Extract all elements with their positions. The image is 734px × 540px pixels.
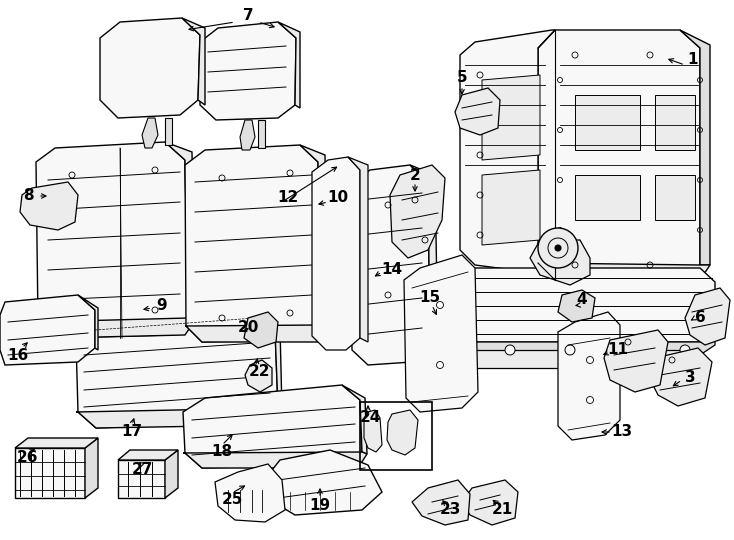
Polygon shape — [350, 165, 430, 365]
Polygon shape — [655, 95, 695, 150]
Text: 12: 12 — [277, 191, 299, 206]
Polygon shape — [530, 240, 590, 285]
Polygon shape — [558, 312, 620, 440]
Text: 27: 27 — [131, 462, 153, 477]
Polygon shape — [348, 157, 368, 342]
Polygon shape — [558, 290, 595, 322]
Polygon shape — [604, 330, 668, 392]
Polygon shape — [462, 480, 518, 525]
Text: 25: 25 — [222, 492, 243, 508]
Polygon shape — [680, 30, 710, 265]
Polygon shape — [142, 118, 158, 148]
Text: 16: 16 — [7, 348, 29, 362]
Polygon shape — [450, 350, 700, 368]
Circle shape — [505, 345, 515, 355]
Text: 23: 23 — [440, 503, 461, 517]
Polygon shape — [165, 450, 178, 498]
Text: 21: 21 — [491, 503, 512, 517]
Polygon shape — [100, 18, 200, 118]
Text: 10: 10 — [327, 191, 349, 206]
Text: 9: 9 — [156, 298, 167, 313]
Text: 20: 20 — [237, 321, 258, 335]
Text: 3: 3 — [685, 370, 695, 386]
Text: 11: 11 — [608, 342, 628, 357]
Polygon shape — [300, 145, 328, 328]
Polygon shape — [215, 464, 285, 522]
Polygon shape — [183, 452, 367, 468]
Polygon shape — [20, 182, 78, 230]
Polygon shape — [85, 438, 98, 498]
Polygon shape — [404, 255, 478, 412]
Text: 13: 13 — [611, 424, 633, 440]
Text: 17: 17 — [121, 424, 142, 440]
Text: 26: 26 — [18, 450, 39, 465]
Polygon shape — [538, 30, 700, 280]
Polygon shape — [200, 22, 296, 120]
Polygon shape — [410, 165, 438, 352]
Polygon shape — [685, 288, 730, 345]
Polygon shape — [255, 315, 282, 410]
Polygon shape — [36, 142, 188, 338]
Text: 15: 15 — [419, 291, 440, 306]
Polygon shape — [278, 22, 300, 108]
Polygon shape — [482, 75, 540, 160]
Polygon shape — [455, 88, 500, 135]
Circle shape — [555, 245, 561, 251]
Polygon shape — [118, 450, 178, 460]
Polygon shape — [575, 95, 640, 150]
Polygon shape — [440, 268, 715, 342]
Text: 2: 2 — [410, 167, 421, 183]
Text: 19: 19 — [310, 497, 330, 512]
Polygon shape — [245, 360, 272, 392]
Polygon shape — [312, 157, 360, 350]
Polygon shape — [240, 120, 255, 150]
Text: 4: 4 — [577, 293, 587, 307]
Polygon shape — [460, 30, 555, 275]
Polygon shape — [655, 175, 695, 220]
Polygon shape — [342, 385, 367, 454]
Polygon shape — [183, 385, 362, 468]
Text: 22: 22 — [250, 364, 271, 380]
Polygon shape — [387, 410, 418, 455]
Text: 14: 14 — [382, 262, 402, 278]
Polygon shape — [412, 480, 470, 525]
Text: 8: 8 — [23, 187, 33, 202]
Polygon shape — [165, 142, 195, 320]
Text: 6: 6 — [694, 310, 705, 326]
Polygon shape — [268, 450, 382, 515]
Text: 18: 18 — [211, 444, 233, 460]
Polygon shape — [15, 448, 85, 498]
Polygon shape — [15, 438, 98, 448]
Text: 1: 1 — [688, 52, 698, 68]
Polygon shape — [185, 145, 320, 342]
Text: 5: 5 — [457, 71, 468, 85]
Polygon shape — [440, 330, 715, 355]
Polygon shape — [165, 118, 172, 145]
Polygon shape — [482, 170, 540, 245]
Polygon shape — [182, 18, 205, 105]
Polygon shape — [185, 325, 328, 342]
Polygon shape — [390, 165, 445, 258]
Circle shape — [625, 345, 635, 355]
Polygon shape — [36, 318, 195, 338]
Polygon shape — [258, 120, 265, 148]
Polygon shape — [575, 175, 640, 220]
Polygon shape — [76, 408, 282, 428]
Polygon shape — [538, 263, 710, 280]
Text: 24: 24 — [360, 410, 381, 426]
Polygon shape — [0, 295, 95, 365]
Polygon shape — [78, 295, 98, 350]
Polygon shape — [118, 460, 165, 498]
Circle shape — [460, 345, 470, 355]
Circle shape — [565, 345, 575, 355]
Polygon shape — [244, 312, 278, 348]
Polygon shape — [76, 315, 278, 428]
Circle shape — [680, 345, 690, 355]
Polygon shape — [648, 348, 712, 406]
Circle shape — [538, 228, 578, 268]
Text: 7: 7 — [243, 8, 253, 23]
Polygon shape — [364, 410, 382, 452]
